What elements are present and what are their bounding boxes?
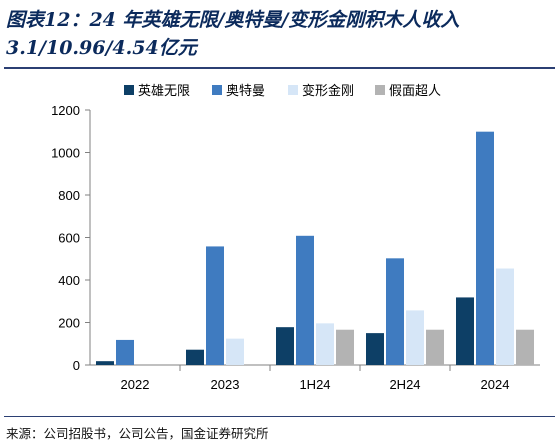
bottom-divider <box>4 416 555 417</box>
bar <box>516 329 534 365</box>
x-tick-label: 2H24 <box>389 377 420 392</box>
legend-swatch <box>375 85 385 95</box>
x-axis: 2022 2023 1H24 2H24 2024 <box>90 364 540 392</box>
bar-chart: 英雄无限 奥特曼 变形金刚 假面超人 0 200 400 600 800 1000 1200 20… <box>51 83 540 392</box>
bar <box>206 246 224 365</box>
bar <box>316 323 334 365</box>
legend-label: 奥特曼 <box>226 84 265 99</box>
legend-swatch <box>124 85 134 95</box>
legend-swatch <box>212 85 222 95</box>
bar <box>96 361 114 365</box>
x-tick-label: 2023 <box>211 377 240 392</box>
y-tick-label: 0 <box>73 358 80 373</box>
y-tick-label: 1000 <box>51 146 80 161</box>
x-tick-label: 2024 <box>481 377 510 392</box>
legend-swatch <box>288 85 298 95</box>
bars <box>96 131 534 365</box>
bar <box>366 333 384 365</box>
y-tick-label: 600 <box>58 231 80 246</box>
x-tick-label: 2022 <box>121 377 150 392</box>
legend-label: 英雄无限 <box>138 84 190 99</box>
bar <box>186 349 204 365</box>
bar <box>116 339 134 365</box>
legend-label: 假面超人 <box>389 84 441 99</box>
legend-label: 变形金刚 <box>302 83 354 99</box>
y-tick-label: 200 <box>58 316 80 331</box>
bar <box>296 235 314 365</box>
bar <box>456 297 474 365</box>
bar <box>226 338 244 365</box>
chart-legend: 英雄无限 奥特曼 变形金刚 假面超人 <box>124 83 441 99</box>
source-note: 来源：公司招股书，公司公告，国金证券研究所 <box>6 426 269 441</box>
bar <box>336 329 354 365</box>
bar <box>476 131 494 365</box>
bar <box>496 268 514 365</box>
y-axis: 0 200 400 600 800 1000 1200 <box>51 103 91 373</box>
y-tick-label: 400 <box>58 273 80 288</box>
bar <box>276 327 294 365</box>
bar <box>406 310 424 365</box>
top-divider <box>4 67 555 69</box>
bar <box>386 258 404 365</box>
y-tick-label: 1200 <box>51 103 80 118</box>
chart-title: 图表12：24 年英雄无限/奥特曼/变形金刚积木人收入3.1/10.96/4.5… <box>6 9 460 59</box>
x-tick-label: 1H24 <box>299 377 330 392</box>
bar <box>426 329 444 365</box>
y-tick-label: 800 <box>58 188 80 203</box>
